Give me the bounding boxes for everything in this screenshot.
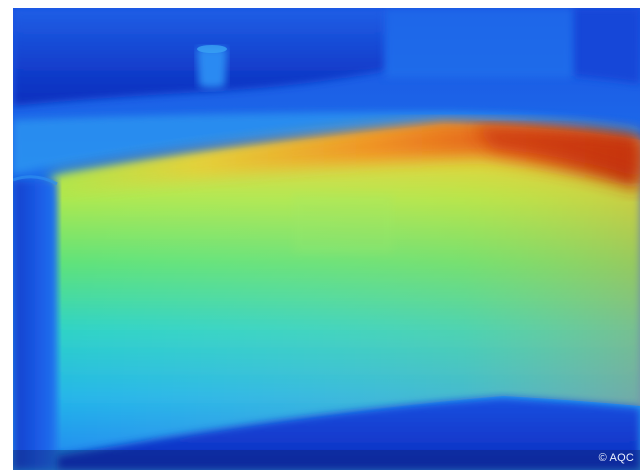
left-pillar [13,175,58,470]
window-recess-right [573,8,640,84]
counter-hot-edge [53,122,640,194]
cup-object [197,45,227,88]
copyright-label: © AQC [598,452,634,464]
counter-front [53,124,640,456]
thermal-image: © AQC [13,8,640,470]
floor [57,398,640,470]
